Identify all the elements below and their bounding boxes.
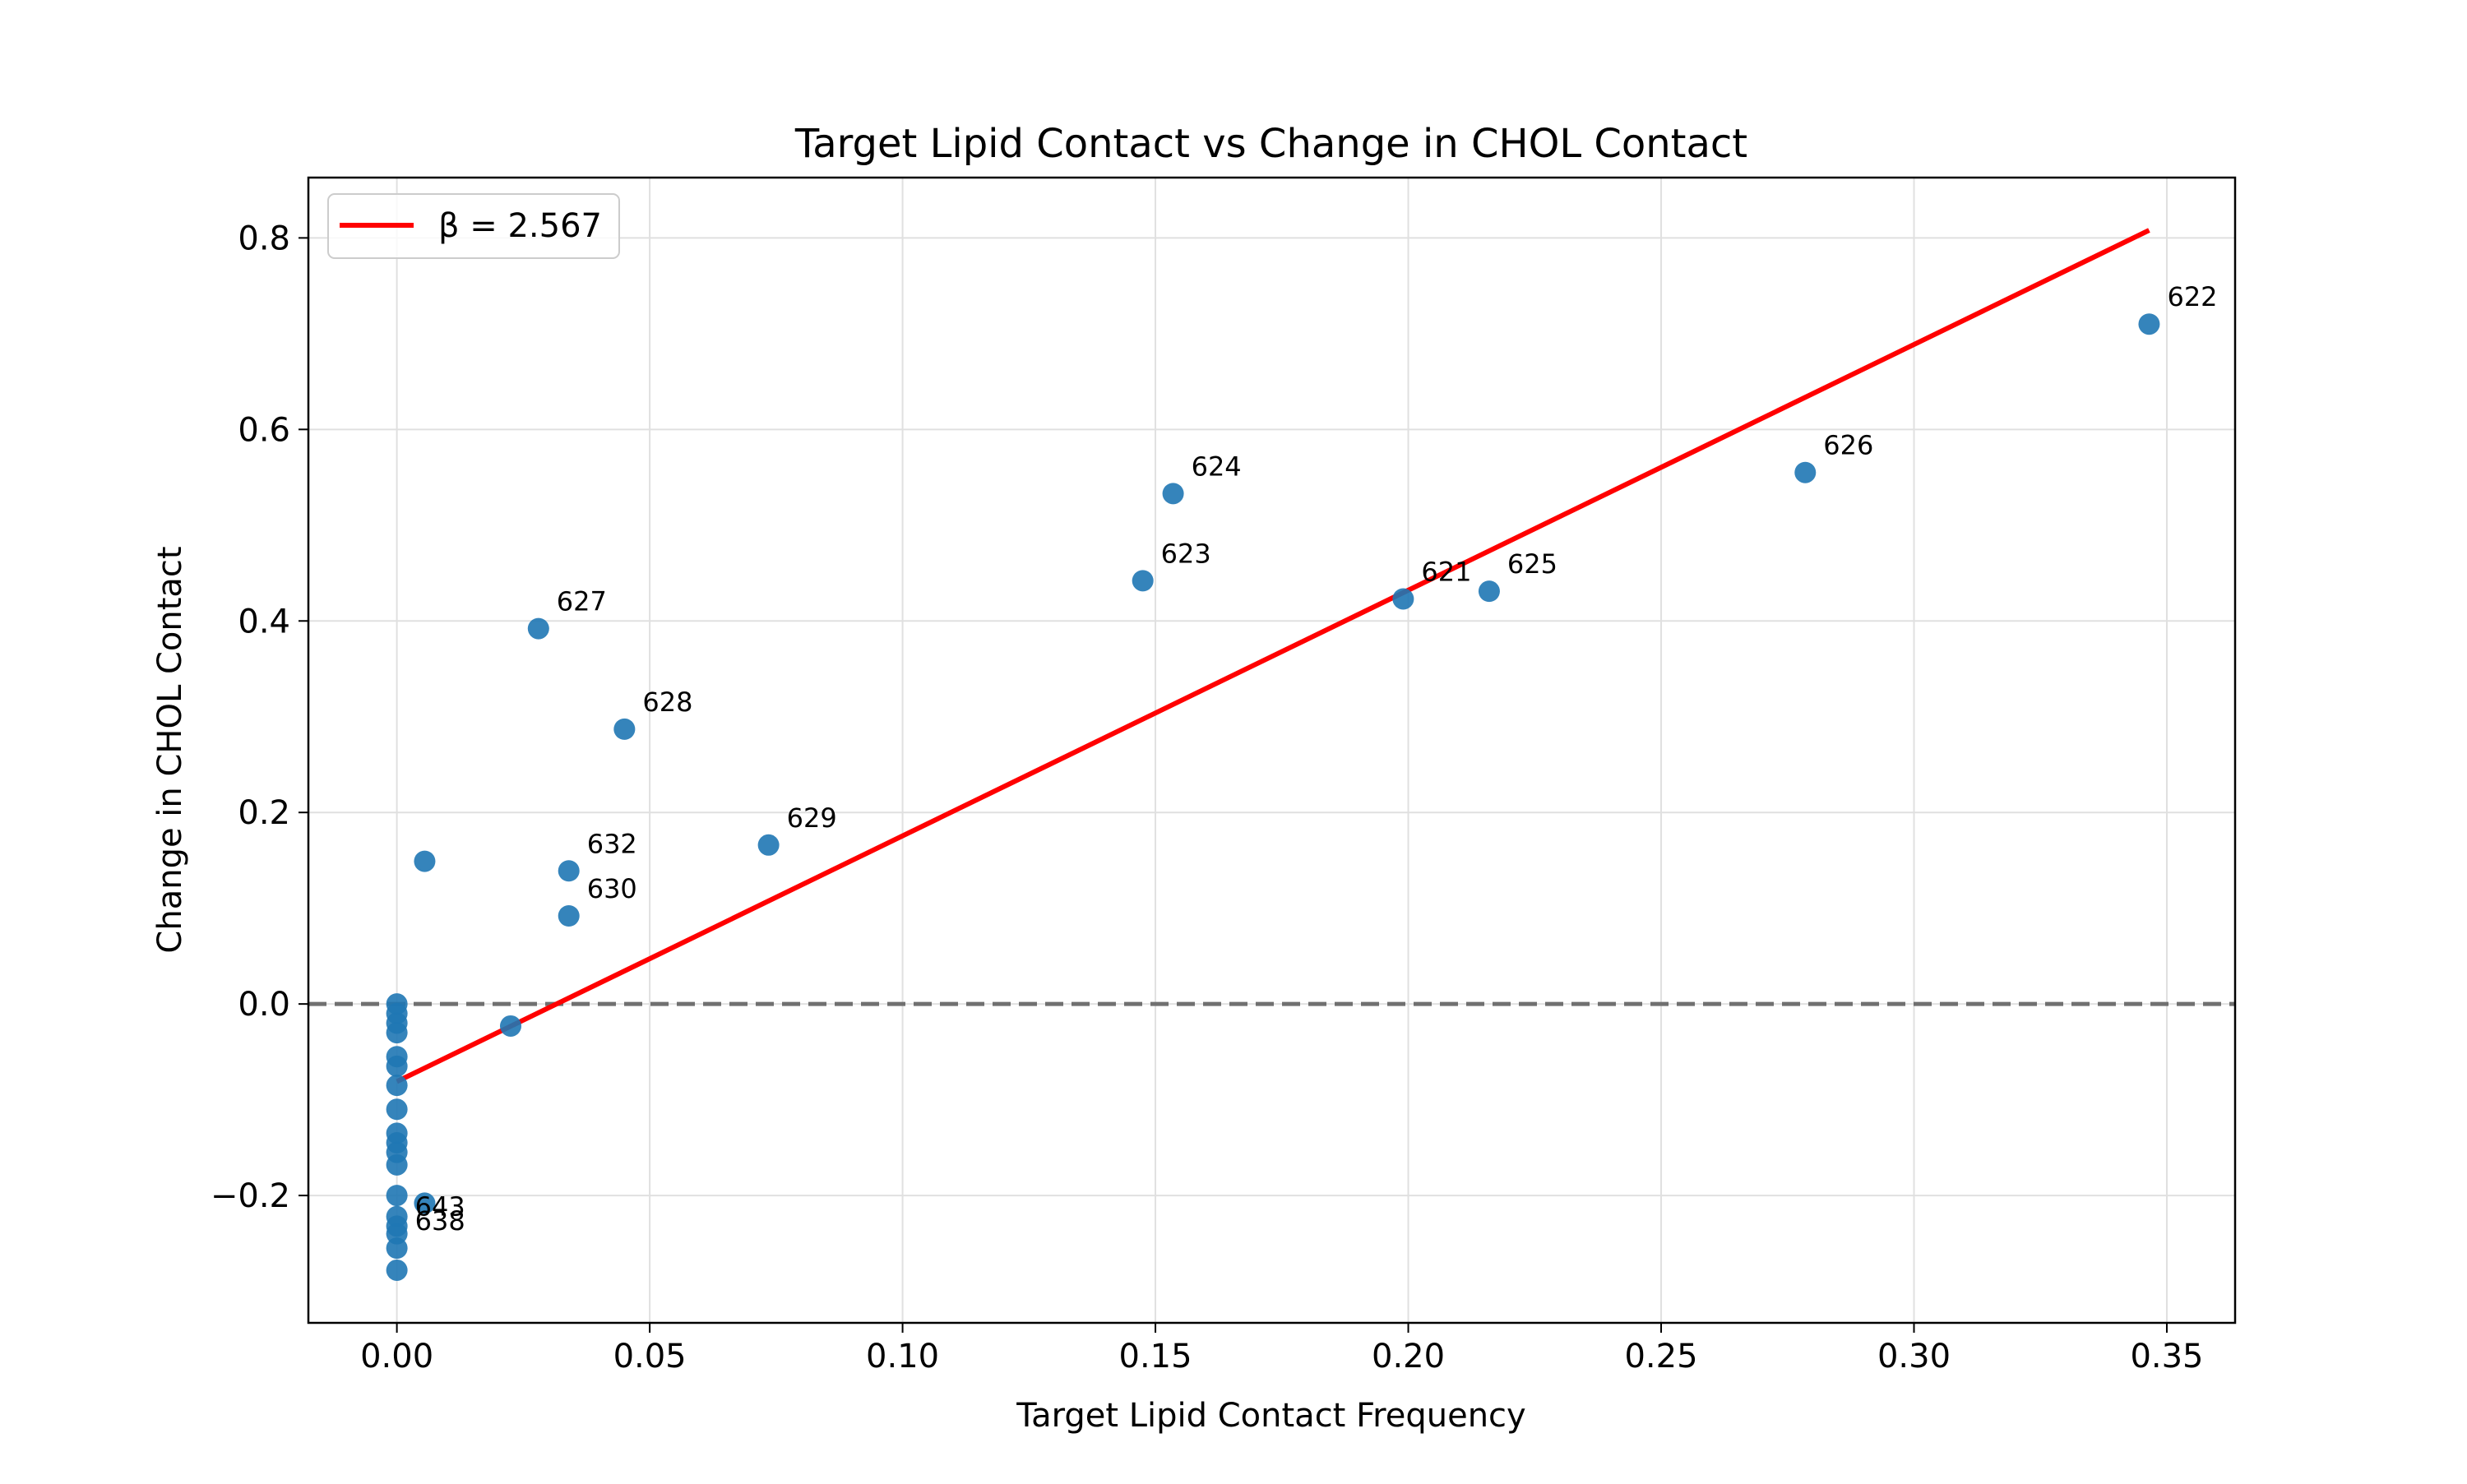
y-axis-ticks: −0.2 0.0 0.2 0.4 0.6 0.8 bbox=[211, 220, 308, 1215]
y-tick-label: 0.6 bbox=[238, 411, 290, 449]
data-point bbox=[386, 1055, 408, 1077]
fit-line-layer bbox=[396, 228, 2150, 1084]
y-tick-label: −0.2 bbox=[211, 1177, 290, 1215]
data-point bbox=[386, 1022, 408, 1044]
data-point bbox=[386, 1098, 408, 1121]
points-layer bbox=[386, 313, 2160, 1281]
x-tick-label: 0.15 bbox=[1119, 1338, 1192, 1375]
x-tick-label: 0.00 bbox=[360, 1338, 433, 1375]
point-label: 629 bbox=[787, 802, 837, 834]
x-tick-label: 0.25 bbox=[1624, 1338, 1697, 1375]
data-point bbox=[386, 1237, 408, 1260]
y-tick-label: 0.0 bbox=[238, 986, 290, 1024]
data-point bbox=[386, 1075, 408, 1097]
legend-box bbox=[327, 193, 620, 259]
data-point bbox=[757, 834, 780, 856]
data-point bbox=[414, 850, 436, 872]
point-label: 628 bbox=[642, 687, 692, 718]
data-point bbox=[499, 1015, 521, 1037]
point-label: 625 bbox=[1507, 548, 1557, 580]
point-label: 626 bbox=[1823, 430, 1873, 461]
regression-fit-line bbox=[396, 228, 2150, 1084]
y-tick-label: 0.8 bbox=[238, 220, 290, 257]
data-point bbox=[1132, 570, 1154, 592]
point-label: 622 bbox=[2167, 281, 2217, 312]
point-label: 627 bbox=[557, 586, 607, 617]
x-axis-label: Target Lipid Contact Frequency bbox=[1016, 1397, 1525, 1435]
x-axis-ticks: 0.00 0.05 0.10 0.15 0.20 0.25 0.30 0.35 bbox=[360, 1323, 2204, 1375]
data-point bbox=[386, 1259, 408, 1281]
x-tick-label: 0.20 bbox=[1372, 1338, 1445, 1375]
data-point bbox=[1478, 580, 1500, 603]
y-axis-label: Change in CHOL Contact bbox=[151, 546, 189, 953]
x-tick-label: 0.05 bbox=[613, 1338, 687, 1375]
data-point bbox=[386, 1153, 408, 1176]
point-label: 623 bbox=[1161, 538, 1211, 569]
data-point bbox=[1392, 588, 1414, 610]
legend-entry-label: β = 2.567 bbox=[438, 207, 602, 245]
point-label: 630 bbox=[587, 873, 637, 904]
legend: β = 2.567 bbox=[327, 193, 620, 259]
plot-frame bbox=[307, 176, 2237, 1325]
point-label: 624 bbox=[1192, 451, 1242, 482]
x-tick-label: 0.10 bbox=[866, 1338, 939, 1375]
x-tick-label: 0.35 bbox=[2130, 1338, 2203, 1375]
point-label: 638 bbox=[415, 1205, 465, 1237]
data-point bbox=[558, 904, 580, 927]
point-label: 643 bbox=[415, 1191, 465, 1223]
data-point bbox=[613, 718, 636, 740]
data-point bbox=[2138, 313, 2160, 335]
y-tick-label: 0.4 bbox=[238, 603, 290, 640]
data-point bbox=[1162, 483, 1184, 505]
data-point bbox=[1794, 461, 1817, 483]
point-label: 621 bbox=[1421, 556, 1471, 587]
data-point bbox=[558, 860, 580, 882]
data-point bbox=[414, 1192, 436, 1214]
x-tick-label: 0.30 bbox=[1877, 1338, 1951, 1375]
point-label: 632 bbox=[587, 828, 637, 859]
y-tick-label: 0.2 bbox=[238, 794, 290, 832]
chart-title: Target Lipid Contact vs Change in CHOL C… bbox=[794, 121, 1747, 167]
data-point bbox=[527, 617, 549, 640]
data-point bbox=[386, 1185, 408, 1207]
